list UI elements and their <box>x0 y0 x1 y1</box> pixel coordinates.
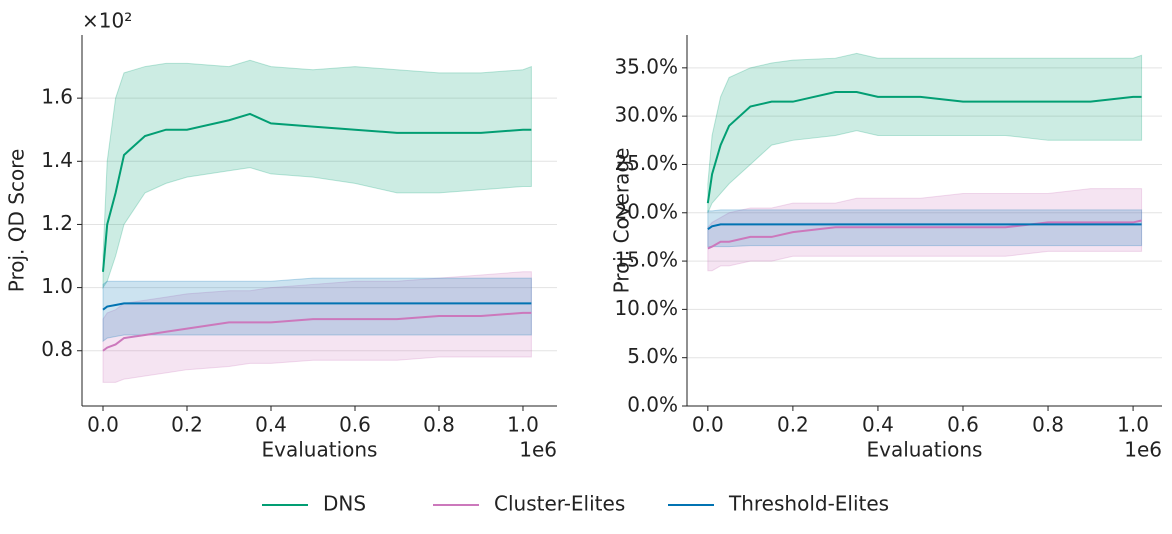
x-tick-label: 0.4 <box>862 413 894 437</box>
x-tick-label: 0.4 <box>255 413 287 437</box>
x-multiplier: 1e6 <box>1124 438 1162 462</box>
legend-label: Cluster-Elites <box>494 492 625 516</box>
x-axis-label: Evaluations <box>867 438 983 462</box>
line <box>102 112 532 272</box>
x-multiplier: 1e6 <box>519 438 557 462</box>
y-tick-label: 1.6 <box>41 85 73 109</box>
y-axis-label: Proj. QD Score <box>5 149 29 293</box>
y-tick-label: 10.0% <box>614 296 678 320</box>
band <box>707 52 1143 213</box>
x-tick-label: 1.0 <box>1117 413 1149 437</box>
y-tick-label: 0.8 <box>41 337 73 361</box>
y-tick-label: 35.0% <box>614 54 678 78</box>
legend-label: Threshold-Elites <box>728 492 889 516</box>
y-tick-label: 20.0% <box>614 199 678 223</box>
x-tick-label: 0.6 <box>339 413 371 437</box>
line <box>707 219 1142 250</box>
line <box>706 91 1142 204</box>
x-tick-label: 0.8 <box>1032 413 1064 437</box>
y-tick-label: 15.0% <box>614 248 678 272</box>
line <box>102 311 532 352</box>
band <box>102 59 532 290</box>
band <box>707 188 1143 272</box>
y-tick-label: 25.0% <box>614 151 678 175</box>
line <box>102 302 532 311</box>
x-tick-label: 0.0 <box>87 413 119 437</box>
y-tick-label: 0.0% <box>627 393 678 417</box>
y-tick-label: 1.2 <box>41 211 73 235</box>
x-tick-label: 0.2 <box>171 413 203 437</box>
x-tick-label: 0.6 <box>947 413 979 437</box>
y-tick-label: 5.0% <box>627 344 678 368</box>
x-axis-label: Evaluations <box>262 438 378 462</box>
line <box>707 223 1142 231</box>
band <box>102 271 532 383</box>
y-tick-label: 1.0 <box>41 274 73 298</box>
x-tick-label: 0.2 <box>777 413 809 437</box>
y-tick-label: 1.4 <box>41 148 73 172</box>
y-multiplier: ×10² <box>82 9 132 33</box>
legend-label: DNS <box>323 492 366 516</box>
x-tick-label: 0.0 <box>692 413 724 437</box>
y-tick-label: 30.0% <box>614 103 678 127</box>
x-tick-label: 0.8 <box>423 413 455 437</box>
y-axis-label: Proj. Coverage <box>610 148 634 294</box>
x-tick-label: 1.0 <box>507 413 539 437</box>
